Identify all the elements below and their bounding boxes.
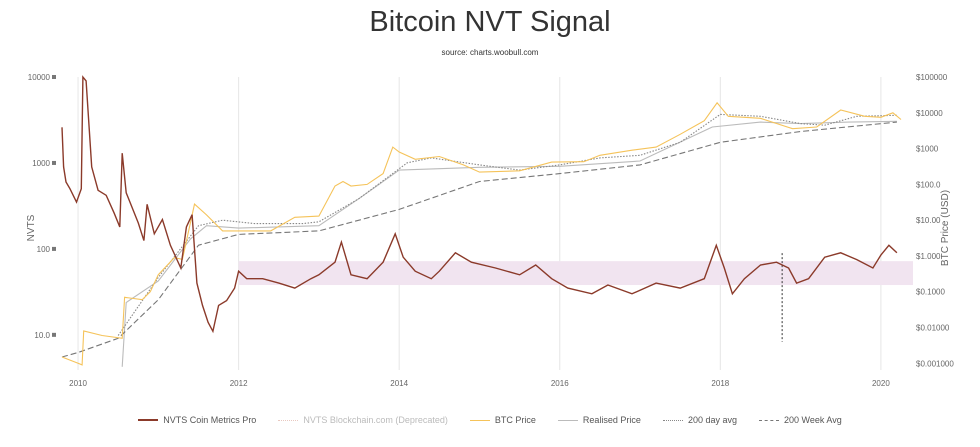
legend-label: 200 day avg [687, 415, 737, 425]
y-left-tick-label: 10.0 [34, 331, 50, 340]
y-left-tick-label: 100 [37, 245, 51, 254]
y-left-tick-label: 10000 [28, 73, 51, 82]
chart-subtitle: source: charts.woobull.com [441, 48, 539, 57]
series-line-btc-price [61, 101, 902, 366]
legend-swatch [138, 419, 159, 421]
y-right-tick-label: $0.01000 [916, 324, 950, 333]
y-right-tick-label: $10.00 [916, 216, 941, 225]
series-line-nvts-coin-metrics-pro [61, 75, 898, 334]
x-tick-label: 2020 [872, 379, 890, 388]
legend-label: NVTS Blockchain.com (Deprecated) [303, 415, 448, 425]
legend-label: Realised Price [582, 415, 641, 425]
y-left-tick-marker [52, 160, 56, 165]
legend-swatch [278, 419, 299, 421]
x-tick-label: 2012 [230, 379, 248, 388]
x-tick-label: 2010 [69, 379, 87, 388]
chart-title: Bitcoin NVT Signal [369, 6, 611, 38]
y-right-tick-label: $0.001000 [916, 359, 954, 368]
y-left-label: NVTS [26, 214, 37, 241]
x-tick-label: 2016 [551, 379, 569, 388]
legend-item[interactable]: BTC Price [469, 415, 536, 425]
legend-item[interactable]: NVTS Blockchain.com (Deprecated) [278, 415, 448, 425]
legend-swatch [469, 419, 490, 421]
y-right-tick-label: $100.0 [916, 180, 941, 189]
y-left-tick-marker [52, 332, 56, 337]
y-right-tick-label: $1000 [916, 145, 939, 154]
y-right-tick-label: $10000 [916, 109, 943, 118]
y-right-tick-label: $100000 [916, 73, 948, 82]
series-line-200-day-avg [117, 113, 897, 336]
legend: NVTS Coin Metrics Pro NVTS Blockchain.com… [0, 415, 980, 425]
x-tick-label: 2018 [711, 379, 729, 388]
y-left-tick-marker [52, 75, 56, 79]
legend-swatch [557, 419, 578, 421]
y-left-tick-marker [52, 246, 56, 251]
legend-item[interactable]: NVTS Coin Metrics Pro [138, 415, 256, 425]
nvts-band [238, 261, 914, 286]
legend-swatch [758, 419, 779, 421]
y-right-tick-label: $0.1000 [916, 288, 945, 297]
legend-label: NVTS Coin Metrics Pro [163, 415, 257, 425]
legend-item[interactable]: 200 Week Avg [758, 415, 842, 425]
x-tick-label: 2014 [390, 379, 408, 388]
series-line-200-week-avg [61, 121, 897, 358]
legend-item[interactable]: 200 day avg [662, 415, 737, 425]
legend-label: 200 Week Avg [783, 415, 842, 425]
y-left-tick-label: 1000 [32, 159, 50, 168]
y-right-tick-label: $1.000 [916, 252, 941, 261]
legend-label: BTC Price [494, 415, 536, 425]
legend-item[interactable]: Realised Price [557, 415, 641, 425]
legend-swatch [662, 419, 683, 421]
y-right-label: BTC Price (USD) [940, 190, 951, 266]
